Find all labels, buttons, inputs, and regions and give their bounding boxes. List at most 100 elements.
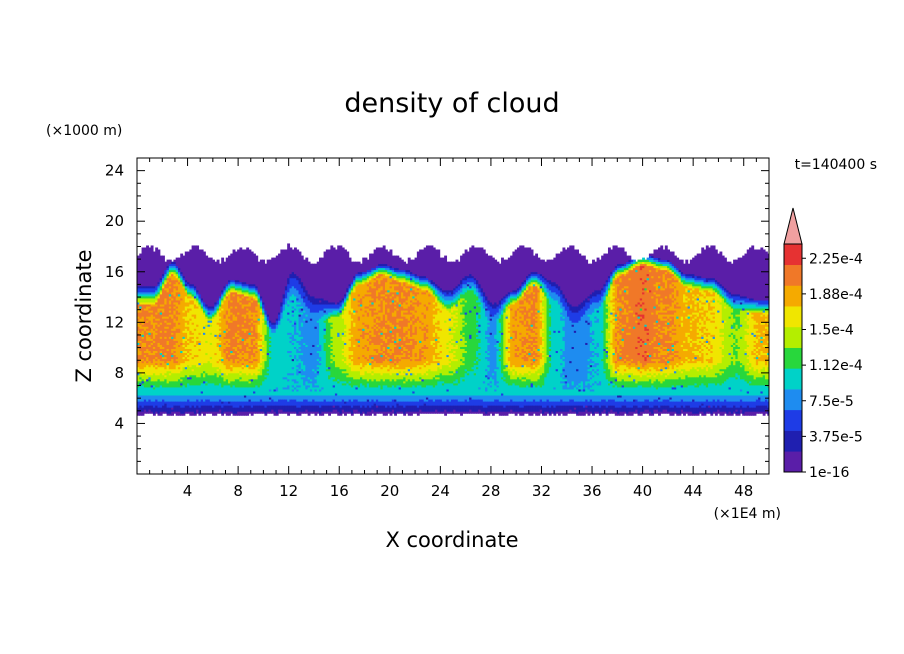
heatmap-cell [403,302,407,309]
heatmap-cell [366,281,370,285]
heatmap-cell [560,316,564,321]
heatmap-cell [494,344,498,347]
heatmap-cell [396,275,400,279]
heatmap-cell [555,294,559,301]
heatmap-cell [253,358,256,362]
heatmap-cell [137,298,140,303]
heatmap-cell [353,300,357,311]
heatmap-cell [528,401,532,406]
heatmap-cell [462,395,466,402]
heatmap-cell [234,281,238,285]
heatmap-cell [137,255,140,287]
heatmap-cell [330,395,334,402]
heatmap-cell [330,358,334,362]
heatmap-cell [441,289,445,293]
heatmap-cell [403,380,407,384]
heatmap-cell [253,356,256,360]
heatmap-cell [328,308,331,313]
heatmap-cell [421,281,425,285]
heatmap-cell [196,298,200,301]
heatmap-cell [353,346,357,366]
heatmap-cell [182,346,186,352]
heatmap-cell [462,411,466,414]
heatmap-cell [400,316,404,319]
heatmap-cell [385,302,388,305]
heatmap-cell [248,336,252,347]
heatmap-cell [423,285,427,289]
heatmap-cell [448,340,452,343]
heatmap-cell [532,294,536,297]
heatmap-cell [530,273,534,277]
heatmap-cell [435,370,438,376]
heatmap-cell [380,374,384,380]
heatmap-cell [253,368,256,374]
heatmap-cell [528,279,532,283]
heatmap-cell [400,298,404,305]
heatmap-cell [157,358,161,368]
heatmap-cell [530,312,534,325]
heatmap-cell [298,330,302,335]
heatmap-cell [268,328,272,337]
heatmap-cell [435,348,438,354]
heatmap-cell [293,273,297,279]
heatmap-cell [150,411,154,414]
heatmap-cell [262,395,266,402]
heatmap-cell [389,296,393,299]
heatmap-cell [394,354,397,360]
heatmap-cell [514,310,518,317]
heatmap-cell [410,338,413,341]
heatmap-cell [448,366,452,372]
heatmap-cell [462,356,466,362]
heatmap-cell [396,354,400,358]
heatmap-cell [407,338,411,343]
heatmap-cell [462,318,466,321]
heatmap-cell [350,291,354,309]
heatmap-cell [521,310,525,315]
heatmap-cell [423,411,427,414]
heatmap-cell [455,322,459,325]
heatmap-cell [152,318,156,323]
heatmap-cell [535,312,539,315]
heatmap-cell [171,380,175,388]
heatmap-cell [514,291,518,295]
heatmap-cell [173,302,177,305]
heatmap-cell [289,334,293,337]
heatmap-cell [371,267,375,271]
heatmap-cell [369,253,372,271]
heatmap-cell [348,411,352,414]
heatmap-cell [268,405,272,412]
heatmap-cell [455,385,459,396]
heatmap-cell [539,285,543,289]
heatmap-cell [400,320,404,345]
heatmap-cell [175,300,179,303]
heatmap-cell [137,326,140,331]
heatmap-cell [148,336,152,341]
heatmap-cell [407,354,411,358]
heatmap-cell [184,360,188,368]
heatmap-cell [362,328,366,331]
heatmap-cell [155,324,159,329]
heatmap-cell [189,283,193,287]
heatmap-cell [437,374,441,378]
heatmap-cell [259,308,263,311]
heatmap-cell [289,350,293,354]
heatmap-cell [526,294,529,303]
heatmap-cell [253,393,256,396]
heatmap-cell [296,302,300,305]
heatmap-cell [237,336,240,339]
heatmap-cell [371,306,375,309]
heatmap-cell [298,306,302,309]
heatmap-cell [164,352,168,356]
heatmap-cell [177,405,181,412]
heatmap-cell [362,271,366,275]
heatmap-cell [171,300,175,315]
heatmap-cell [514,330,518,339]
heatmap-cell [359,273,363,277]
heatmap-cell [150,312,154,315]
heatmap-cell [412,378,416,386]
heatmap-cell [248,332,252,335]
heatmap-cell [141,358,145,362]
heatmap-cell [460,360,463,366]
heatmap-cell [460,358,463,362]
